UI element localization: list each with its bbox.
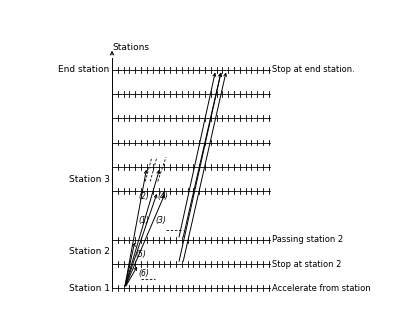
Text: (4): (4) [158,191,168,201]
Text: End station: End station [59,65,110,74]
Text: (5): (5) [135,250,146,259]
Text: (3): (3) [155,216,166,225]
Text: Stop at station 2: Stop at station 2 [272,260,342,269]
Text: Stop at end station.: Stop at end station. [272,65,355,74]
Text: (2): (2) [139,191,149,201]
Text: Station 2: Station 2 [69,248,110,256]
Text: Station 1: Station 1 [68,284,110,293]
Text: (1): (1) [139,216,149,225]
Text: Accelerate from station: Accelerate from station [272,284,371,293]
Text: Passing station 2: Passing station 2 [272,235,343,244]
Text: Stations: Stations [112,43,149,52]
Text: Station 3: Station 3 [68,175,110,183]
Text: (6): (6) [139,269,149,278]
